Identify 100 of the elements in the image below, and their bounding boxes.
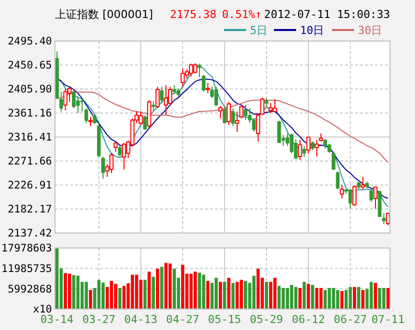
bar — [348, 286, 352, 309]
bar — [378, 288, 382, 309]
bar — [374, 282, 378, 309]
candlestick — [218, 106, 222, 119]
candlestick — [340, 184, 344, 199]
candlestick — [143, 114, 147, 130]
bar — [324, 290, 327, 309]
x-tick-label: 07-11 — [371, 313, 405, 326]
candlestick — [114, 142, 118, 152]
y-tick-label: 2405.90 — [8, 84, 52, 96]
candlestick — [298, 139, 302, 160]
bar — [319, 288, 323, 309]
candlestick — [155, 86, 160, 109]
bar — [152, 276, 155, 309]
bar — [256, 268, 260, 309]
y-tick-label: 2226.91 — [8, 180, 52, 192]
bar — [55, 248, 59, 309]
candlestick — [160, 86, 164, 104]
bar — [148, 272, 151, 309]
bar — [194, 272, 197, 309]
bar — [282, 288, 285, 309]
bar — [156, 268, 160, 309]
y-tick-label: x10 — [33, 304, 52, 316]
candlestick — [189, 63, 194, 78]
bar — [386, 288, 390, 309]
candlestick — [373, 186, 378, 210]
candlestick — [235, 110, 240, 132]
candlestick — [314, 139, 319, 158]
bar — [236, 282, 239, 309]
candlestick — [214, 86, 218, 107]
candlestick — [231, 108, 235, 126]
bar — [286, 288, 290, 309]
y-tick-label: 2316.41 — [8, 132, 52, 144]
candlestick — [222, 106, 226, 124]
bar — [190, 274, 193, 309]
bar — [240, 280, 243, 309]
candlestick — [164, 84, 168, 116]
x-tick-label: 05-15 — [208, 313, 242, 326]
text: 2012-07-11 15:00:33 — [264, 8, 390, 21]
y-tick-label: 11985735 — [1, 263, 52, 276]
candlestick — [92, 114, 97, 124]
candlestick — [239, 106, 244, 119]
bar — [206, 280, 210, 309]
bar — [202, 274, 206, 309]
bar — [231, 282, 235, 309]
candlestick — [244, 104, 248, 121]
x-tick-label: 05-29 — [250, 313, 284, 326]
candlestick — [336, 171, 340, 190]
candlestick — [206, 82, 210, 94]
bar — [114, 284, 118, 309]
bar — [264, 282, 268, 309]
candlestick — [76, 96, 80, 114]
chart-title: 上证指数 [000001] — [55, 8, 154, 21]
bar — [218, 282, 222, 309]
bar — [68, 274, 72, 309]
candlestick — [180, 68, 185, 88]
x-tick-label: 03-27 — [82, 313, 116, 326]
candlestick — [138, 110, 143, 126]
candlestick — [88, 116, 93, 126]
bar — [160, 266, 164, 309]
bar — [168, 264, 172, 309]
y-tick-label: 2137.42 — [8, 228, 52, 240]
bar — [172, 268, 176, 309]
bar — [84, 282, 88, 309]
bar — [135, 274, 138, 309]
candlestick — [84, 108, 88, 124]
candlestick — [277, 120, 281, 144]
y-tick-label: 2361.16 — [8, 108, 52, 120]
legend-label: 5日 — [250, 24, 268, 37]
bar — [277, 286, 281, 309]
x-tick-label: 04-13 — [124, 313, 158, 326]
bar — [64, 273, 67, 309]
y-tick-label: 2271.66 — [8, 156, 52, 168]
candlestick — [268, 102, 273, 114]
bar — [97, 280, 100, 309]
bar — [340, 291, 344, 309]
y-tick-label: 5992868 — [8, 283, 52, 296]
bar — [143, 280, 147, 309]
y-tick-label: 17978603 — [1, 242, 52, 255]
bar — [336, 290, 340, 309]
candlestick — [63, 88, 68, 111]
bar — [76, 276, 80, 309]
x-tick-label: 03-14 — [40, 313, 74, 326]
bar — [223, 282, 226, 309]
bar — [315, 288, 318, 309]
bar — [102, 282, 105, 309]
text: 2175.38 — [170, 8, 216, 21]
bar — [302, 282, 306, 309]
bar — [227, 278, 230, 309]
candlestick — [193, 62, 198, 74]
bar — [361, 290, 364, 309]
x-tick-label: 04-27 — [166, 313, 200, 326]
x-tick-label: 06-27 — [334, 313, 367, 326]
bar — [88, 290, 92, 309]
bar — [198, 272, 202, 309]
candlestick — [152, 100, 156, 112]
bar — [110, 280, 114, 309]
text: 0.51%↑ — [222, 8, 262, 21]
bar — [118, 288, 122, 309]
bar — [269, 282, 272, 309]
